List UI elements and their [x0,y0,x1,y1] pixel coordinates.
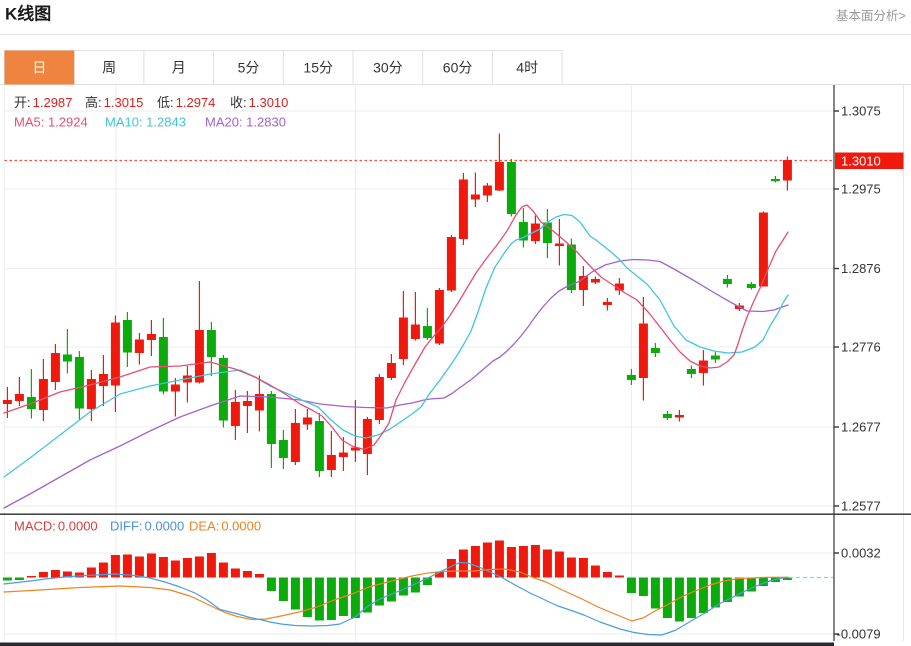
svg-text:1.2975: 1.2975 [841,182,881,197]
svg-text:0.0032: 0.0032 [841,546,881,561]
svg-text:1.2677: 1.2677 [841,420,881,435]
svg-text:MA20: 1.2830: MA20: 1.2830 [205,115,286,130]
svg-text:DEA:0.0000: DEA: 0.0000 [189,519,261,534]
svg-text:4时: 4时 [516,60,538,76]
svg-text:1.2876: 1.2876 [841,261,881,276]
svg-text:K线图: K线图 [5,4,51,24]
svg-text:高:1.3015: 高: 1.3015 [85,95,143,110]
svg-text:收:1.3010: 收: 1.3010 [230,95,288,110]
svg-text:60分: 60分 [443,60,473,76]
svg-text:MA5: 1.2924: MA5: 1.2924 [14,115,88,130]
svg-text:-0.0079: -0.0079 [837,627,881,642]
svg-text:基本面分析>: 基本面分析> [836,9,906,23]
svg-text:1.2776: 1.2776 [841,340,881,355]
svg-text:1.3010: 1.3010 [841,154,881,169]
svg-text:1.2577: 1.2577 [841,499,881,514]
svg-text:5分: 5分 [238,60,260,76]
svg-text:1.3075: 1.3075 [841,104,881,119]
svg-text:月: 月 [172,60,186,76]
svg-text:MA10: 1.2843: MA10: 1.2843 [105,115,186,130]
svg-text:DIFF:0.0000: DIFF: 0.0000 [110,519,184,534]
svg-text:开:1.2987: 开: 1.2987 [14,95,72,110]
svg-text:日: 日 [32,60,46,76]
svg-text:15分: 15分 [303,60,333,76]
svg-text:30分: 30分 [373,60,403,76]
svg-text:MACD:0.0000: MACD: 0.0000 [14,519,98,534]
svg-text:低:1.2974: 低: 1.2974 [157,95,215,110]
svg-text:周: 周 [102,60,116,76]
